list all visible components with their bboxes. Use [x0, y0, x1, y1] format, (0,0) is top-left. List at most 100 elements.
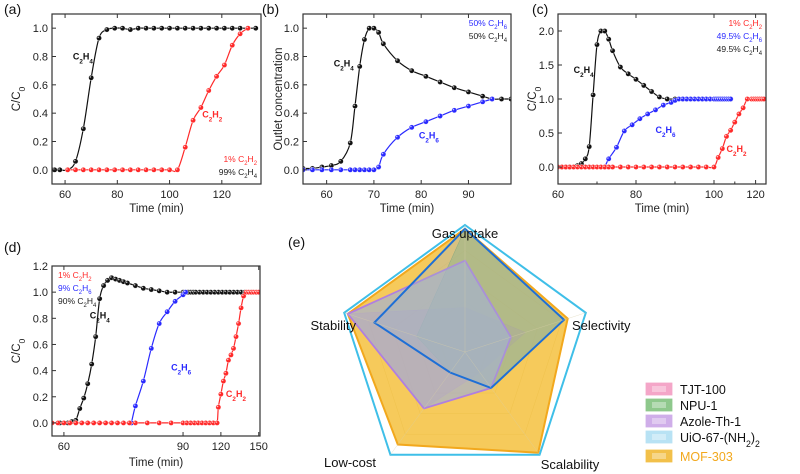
text-span: H — [100, 310, 107, 320]
data-point — [72, 167, 79, 173]
data-point — [465, 103, 472, 109]
legend-swatch-highlight — [652, 386, 666, 392]
composition-note: 49.5% C2H4 — [717, 44, 763, 57]
subscript: 6 — [435, 137, 439, 144]
data-point-highlight — [175, 168, 178, 170]
text-span: H — [87, 296, 93, 306]
subscript: 2 — [494, 38, 497, 44]
data-point — [96, 35, 102, 41]
text-span: 50% C — [469, 31, 495, 41]
data-point-highlight — [638, 117, 640, 119]
data-point-highlight — [611, 49, 613, 51]
x-tick-label: 100 — [160, 189, 178, 201]
data-point-highlight — [362, 37, 365, 40]
series-d-0 — [52, 274, 260, 426]
data-point-highlight — [221, 379, 224, 382]
data-point — [451, 107, 458, 114]
data-point-highlight — [181, 293, 184, 295]
y-axis-label: C/C0 — [11, 86, 27, 111]
text-span: 1% C — [223, 154, 244, 164]
data-point-highlight — [197, 290, 200, 293]
x-tick-label: 90 — [462, 189, 474, 201]
text-span: H — [429, 131, 436, 141]
data-point-highlight — [231, 346, 234, 349]
data-point-highlight — [113, 277, 116, 280]
y-tick-label: 0.8 — [33, 52, 48, 64]
data-point — [218, 391, 224, 397]
subscript: 2 — [340, 65, 344, 72]
data-point-highlight — [81, 168, 84, 170]
data-point-highlight — [229, 353, 231, 355]
data-point-highlight — [189, 290, 191, 293]
data-point — [78, 420, 85, 426]
data-point — [135, 25, 142, 31]
y-tick-label: 0.5 — [539, 128, 554, 140]
data-point-highlight — [224, 371, 226, 374]
subscript: 6 — [672, 132, 676, 139]
y-tick-label: 1.0 — [284, 23, 299, 35]
subscript: 2 — [749, 25, 752, 31]
x-tick-label: 120 — [212, 441, 230, 453]
series-label: C2H4 — [90, 310, 111, 324]
data-point-highlight — [149, 287, 152, 290]
data-point-highlight — [62, 421, 64, 423]
data-point-highlight — [212, 290, 215, 293]
data-point-highlight — [230, 43, 233, 46]
y-tick-label: 0.4 — [284, 108, 299, 120]
data-point — [190, 25, 196, 31]
data-point-highlight — [583, 157, 586, 159]
radar-axis-label: Selectivity — [572, 318, 631, 333]
panel-label: (e) — [288, 234, 305, 250]
legend-swatch — [645, 430, 673, 444]
data-point-highlight — [681, 165, 683, 167]
data-point — [96, 167, 102, 173]
y-tick-label: 1.0 — [33, 287, 48, 299]
data-point — [617, 64, 624, 70]
text-span: C — [656, 125, 663, 135]
data-point-highlight — [358, 168, 360, 170]
data-point — [761, 96, 766, 102]
legend-swatch — [645, 398, 673, 412]
text-span: TJT-100 — [680, 383, 726, 397]
data-point-highlight — [381, 42, 384, 44]
data-point-highlight — [183, 26, 186, 29]
y-tick-label: 0.2 — [33, 392, 48, 404]
series-line — [67, 27, 249, 173]
data-point-highlight — [246, 26, 248, 29]
subscript: 2 — [746, 439, 751, 449]
data-point — [465, 89, 472, 95]
text-span: C — [419, 131, 426, 141]
data-point-highlight — [136, 168, 139, 170]
data-point-highlight — [200, 421, 202, 423]
data-point-highlight — [452, 86, 455, 88]
data-point-highlight — [238, 26, 241, 29]
series-label: C2H4 — [574, 65, 595, 79]
data-point — [156, 320, 163, 327]
text-span: H — [212, 109, 219, 119]
data-point-highlight — [207, 26, 209, 29]
data-point — [633, 76, 639, 83]
x-tick-label: 120 — [213, 189, 231, 201]
subscript: 4 — [350, 65, 354, 72]
subscript: 2 — [232, 395, 236, 402]
data-point — [371, 167, 377, 173]
data-point — [609, 164, 616, 170]
data-point-highlight — [167, 26, 170, 29]
data-point-highlight — [603, 165, 605, 167]
data-point-highlight — [579, 162, 582, 164]
series-b-0 — [303, 25, 511, 172]
data-point-highlight — [68, 421, 70, 423]
data-point-highlight — [329, 168, 332, 170]
x-tick-label: 100 — [705, 189, 723, 201]
data-point-highlight — [481, 94, 483, 97]
y-tick-label: 0.0 — [33, 418, 48, 430]
data-point — [245, 25, 251, 31]
data-point — [613, 144, 620, 151]
data-point-highlight — [745, 97, 748, 99]
data-point-highlight — [700, 97, 703, 99]
data-point — [182, 25, 189, 31]
data-point-highlight — [377, 165, 379, 167]
data-point — [80, 167, 87, 173]
subscript: 4 — [759, 51, 763, 57]
data-point-highlight — [89, 168, 92, 170]
